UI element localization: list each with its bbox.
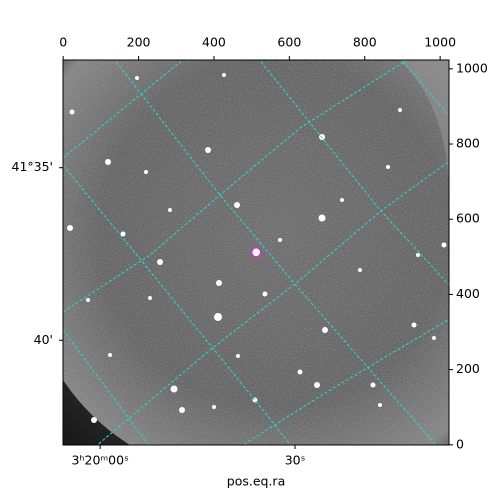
ra-tick-label: 3ʰ20ᵐ00ˢ [71,453,128,468]
x-tick-label: 400 [202,35,226,50]
y-tick-label: 400 [456,286,480,301]
x-tick-label: 800 [353,35,377,50]
x-axis-label: pos.eq.ra [227,474,285,489]
plot-frame [62,59,450,446]
dec-tick-label: 41°35' [12,159,54,174]
y-tick-label: 200 [456,361,480,376]
dec-tick-label: 40' [34,332,53,347]
y-tick-label: 800 [456,136,480,151]
target-marker [251,247,262,258]
y-tick-label: 600 [456,211,480,226]
x-tick-label: 1000 [424,35,456,50]
x-tick-label: 0 [59,35,67,50]
ra-tick-label: 30ˢ [285,453,306,468]
x-tick-label: 600 [277,35,301,50]
y-tick-label: 0 [456,436,464,451]
y-tick-label: 1000 [456,60,488,75]
x-tick-label: 200 [127,35,151,50]
